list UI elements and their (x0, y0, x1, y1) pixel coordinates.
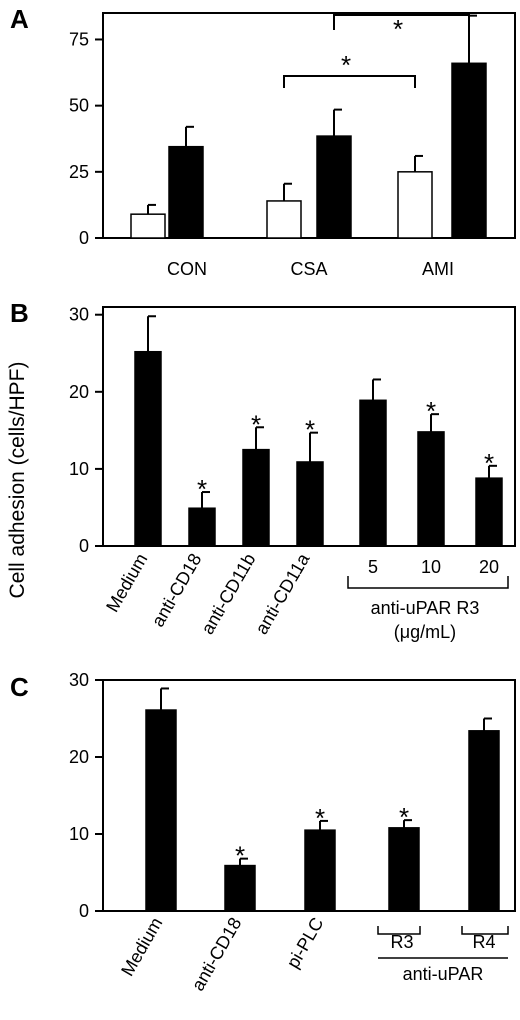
y-tick-label: 50 (69, 96, 89, 116)
category-label: 5 (368, 557, 378, 577)
category-label: anti-CD11b (197, 550, 259, 638)
panel-label: A (10, 4, 29, 34)
y-tick-label: 25 (69, 162, 89, 182)
plot-frame (102, 12, 516, 239)
significance-marker: * (305, 415, 315, 445)
significance-marker: * (426, 396, 436, 426)
bar (130, 213, 166, 239)
y-tick-label: 0 (79, 228, 89, 248)
y-tick-label: 0 (79, 536, 89, 556)
significance-bracket (333, 14, 470, 30)
significance-bracket (283, 75, 416, 88)
category-label: Medium (117, 914, 166, 979)
bar (359, 399, 387, 547)
panel-c: C 0 10 20 30 * * * Medium anti-CD18 pi-PLC R3 R4 anti… (10, 670, 516, 994)
bar (304, 829, 336, 912)
subgroup-bracket (461, 926, 509, 935)
bar (388, 827, 420, 912)
y-axis-label: Cell adhesion (cells/HPF) (6, 362, 29, 599)
y-tick-label: 30 (69, 305, 89, 325)
group-label: anti-uPAR (403, 964, 484, 984)
significance-marker: * (399, 802, 409, 832)
bar (266, 200, 302, 239)
y-tick-label: 0 (79, 901, 89, 921)
bar (145, 709, 177, 912)
y-tick-label: 10 (69, 459, 89, 479)
significance-marker: * (393, 14, 403, 44)
bar (242, 448, 270, 547)
bar (397, 171, 433, 239)
significance-marker: * (197, 474, 207, 504)
group-bracket (347, 576, 509, 589)
bar (451, 62, 487, 239)
category-label: 20 (479, 557, 499, 577)
category-label: AMI (422, 259, 454, 279)
category-label: R4 (472, 932, 495, 952)
bar (316, 135, 352, 239)
bar (296, 461, 324, 547)
category-label: Medium (102, 550, 151, 615)
bar (168, 145, 204, 239)
panel-label: B (10, 298, 29, 328)
category-label: CON (167, 259, 207, 279)
group-label-units: (μg/mL) (394, 622, 456, 642)
significance-marker: * (251, 409, 261, 439)
panel-label: C (10, 672, 29, 702)
y-tick-label: 10 (69, 824, 89, 844)
y-tick-label: 20 (69, 747, 89, 767)
y-tick-label: 75 (69, 29, 89, 49)
significance-marker: * (341, 50, 351, 80)
panel-a: A 0 25 50 75 CON CSA AMI * * (10, 4, 516, 279)
subgroup-bracket (377, 926, 421, 935)
bar (417, 431, 445, 547)
bar (188, 507, 216, 547)
y-tick-label: 30 (69, 670, 89, 690)
bar (475, 477, 503, 547)
significance-marker: * (235, 841, 245, 871)
category-label: R3 (390, 932, 413, 952)
significance-marker: * (484, 448, 494, 478)
bar (134, 350, 162, 547)
bar (224, 864, 256, 912)
category-label: 10 (421, 557, 441, 577)
category-label: anti-CD18 (188, 914, 246, 994)
group-label: anti-uPAR R3 (371, 598, 480, 618)
category-label: CSA (290, 259, 327, 279)
significance-marker: * (315, 803, 325, 833)
category-label: pi-PLC (283, 914, 328, 972)
bar (468, 730, 500, 912)
category-label: anti-CD18 (148, 550, 206, 630)
y-tick-label: 20 (69, 382, 89, 402)
category-label: anti-CD11a (251, 549, 314, 638)
